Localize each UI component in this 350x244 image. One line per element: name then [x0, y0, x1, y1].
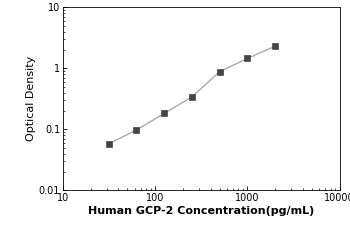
- X-axis label: Human GCP-2 Concentration(pg/mL): Human GCP-2 Concentration(pg/mL): [88, 206, 314, 216]
- Y-axis label: Optical Density: Optical Density: [26, 56, 36, 142]
